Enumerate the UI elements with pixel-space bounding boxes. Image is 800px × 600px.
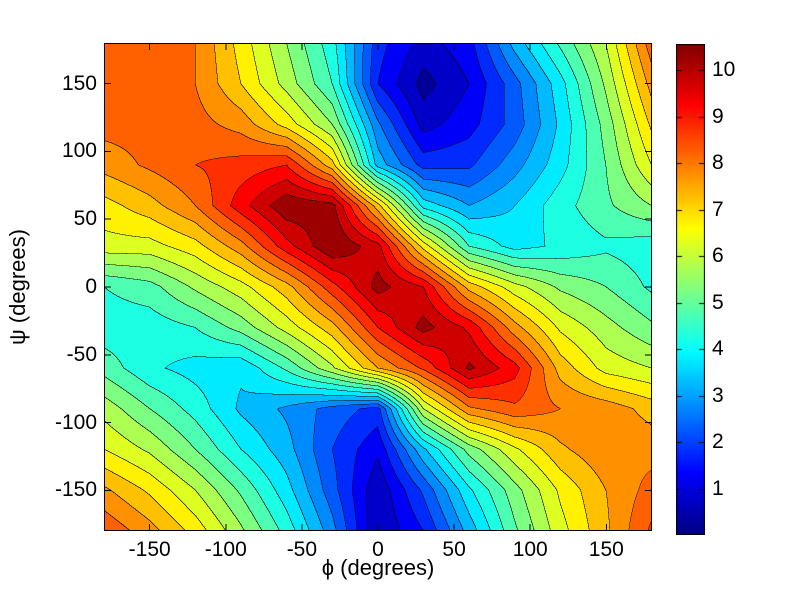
colorbar-tick-label: 4 [712,337,724,360]
x-tick-label: 50 [442,538,466,561]
y-tick-label: -100 [54,410,97,434]
x-tick-label: 100 [512,538,548,561]
y-tick-label: -150 [54,478,97,502]
x-tick-label: -50 [286,538,318,561]
y-tick-label: 50 [73,207,97,231]
y-tick-label: 150 [61,71,97,95]
y-tick-label: 100 [61,139,97,163]
colorbar-tick-label: 9 [712,104,724,128]
colorbar-tick-label: 1 [712,476,724,500]
colorbar-tick-label: 3 [712,383,724,407]
colorbar-tick-label: 5 [712,290,724,314]
x-axis-label: ϕ (degrees) [321,555,435,580]
y-tick-label: -50 [66,342,97,366]
y-tick-label: 0 [85,275,97,298]
x-tick-label: -150 [128,538,171,561]
colorbar-tick-label: 8 [712,151,724,175]
x-tick-label: -100 [204,538,247,561]
colorbar-tick-label: 10 [712,58,736,82]
colorbar-tick-label: 2 [712,430,724,453]
colorbar-tick-label: 7 [712,197,724,221]
colorbar-tick-label: 6 [712,244,724,268]
colorbar [676,44,705,535]
contour-plot-canvas [104,43,652,531]
x-tick-label: 150 [588,538,624,561]
x-tick-label: 0 [372,538,384,561]
